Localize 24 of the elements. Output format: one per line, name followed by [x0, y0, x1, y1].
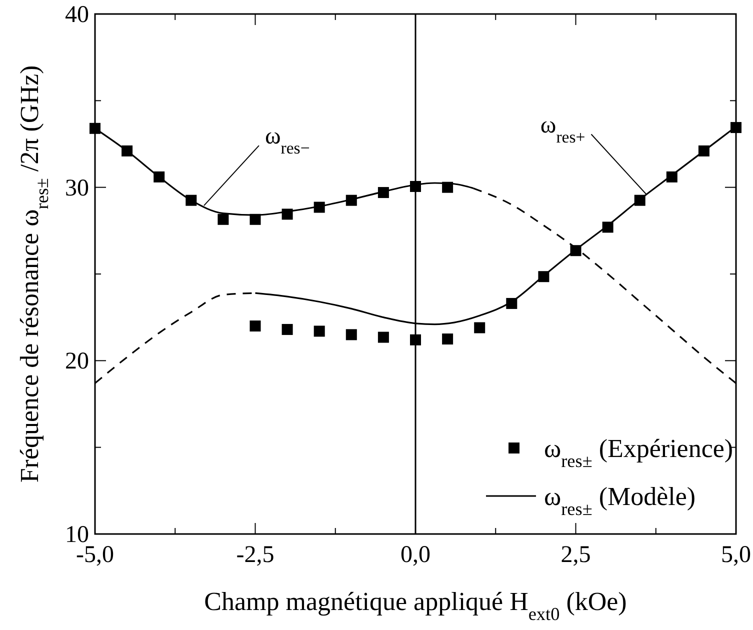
point: [314, 326, 325, 337]
legend-label: ω$_{res±}$ (Expérience): [544, 434, 734, 471]
x-axis-title: Champ magnétique appliqué H$_{ext0}$ (kOe): [204, 587, 627, 624]
x-tick-label: 5,0: [721, 542, 751, 568]
point: [730, 122, 742, 134]
x-tick-label: -2,5: [236, 542, 274, 568]
x-tick-label: 2,5: [560, 542, 591, 568]
point: [474, 322, 486, 334]
y-tick-label: 30: [65, 175, 89, 202]
point: [442, 334, 454, 344]
annotation: ω$_{res−}$: [264, 124, 310, 158]
point: [218, 214, 229, 225]
point: [90, 122, 100, 134]
point: [282, 324, 293, 335]
point: [378, 332, 389, 343]
x-tick-label: -5,0: [76, 542, 114, 568]
x-tick-label: 0,0: [400, 542, 430, 568]
y-tick-label: 40: [65, 2, 89, 28]
point: [250, 320, 261, 332]
point: [346, 329, 357, 340]
point: [410, 334, 421, 346]
annotation: ω$_{res+}$: [540, 112, 586, 146]
y-tick-label: 20: [65, 348, 89, 375]
legend-label: ω$_{res±}$ (Modèle): [544, 482, 696, 519]
